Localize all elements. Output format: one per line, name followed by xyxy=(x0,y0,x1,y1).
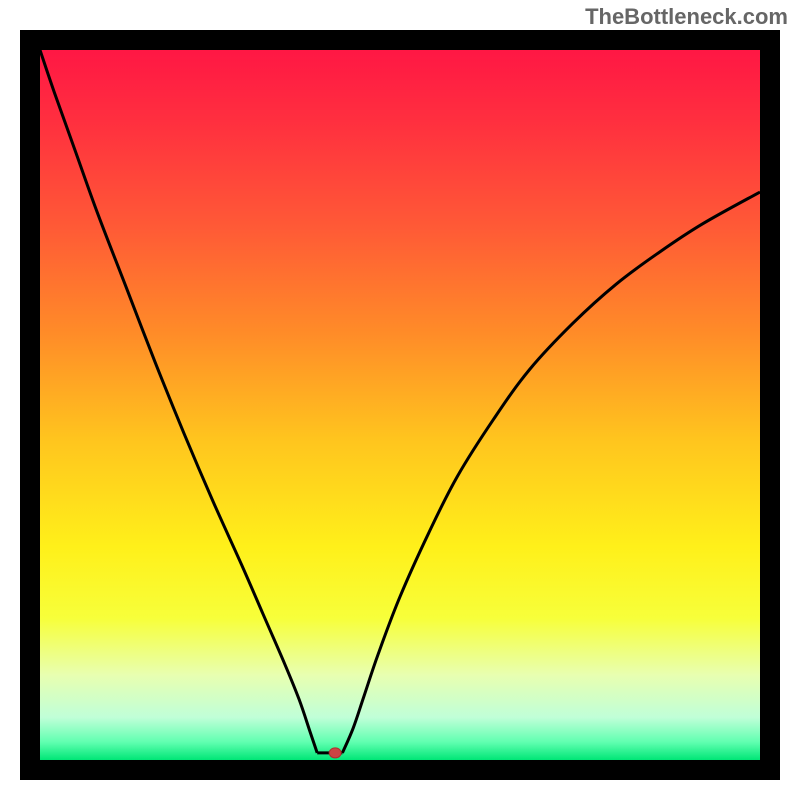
bottleneck-curve xyxy=(40,50,760,760)
border-bottom xyxy=(20,760,780,780)
minimum-marker xyxy=(329,748,341,758)
border-right xyxy=(760,30,780,780)
border-top xyxy=(20,30,780,50)
watermark-text: TheBottleneck.com xyxy=(585,4,788,30)
chart-container: TheBottleneck.com xyxy=(0,0,800,800)
curve-left xyxy=(40,50,317,753)
plot-area xyxy=(40,50,760,760)
curve-right xyxy=(342,192,760,753)
border-left xyxy=(20,30,40,780)
